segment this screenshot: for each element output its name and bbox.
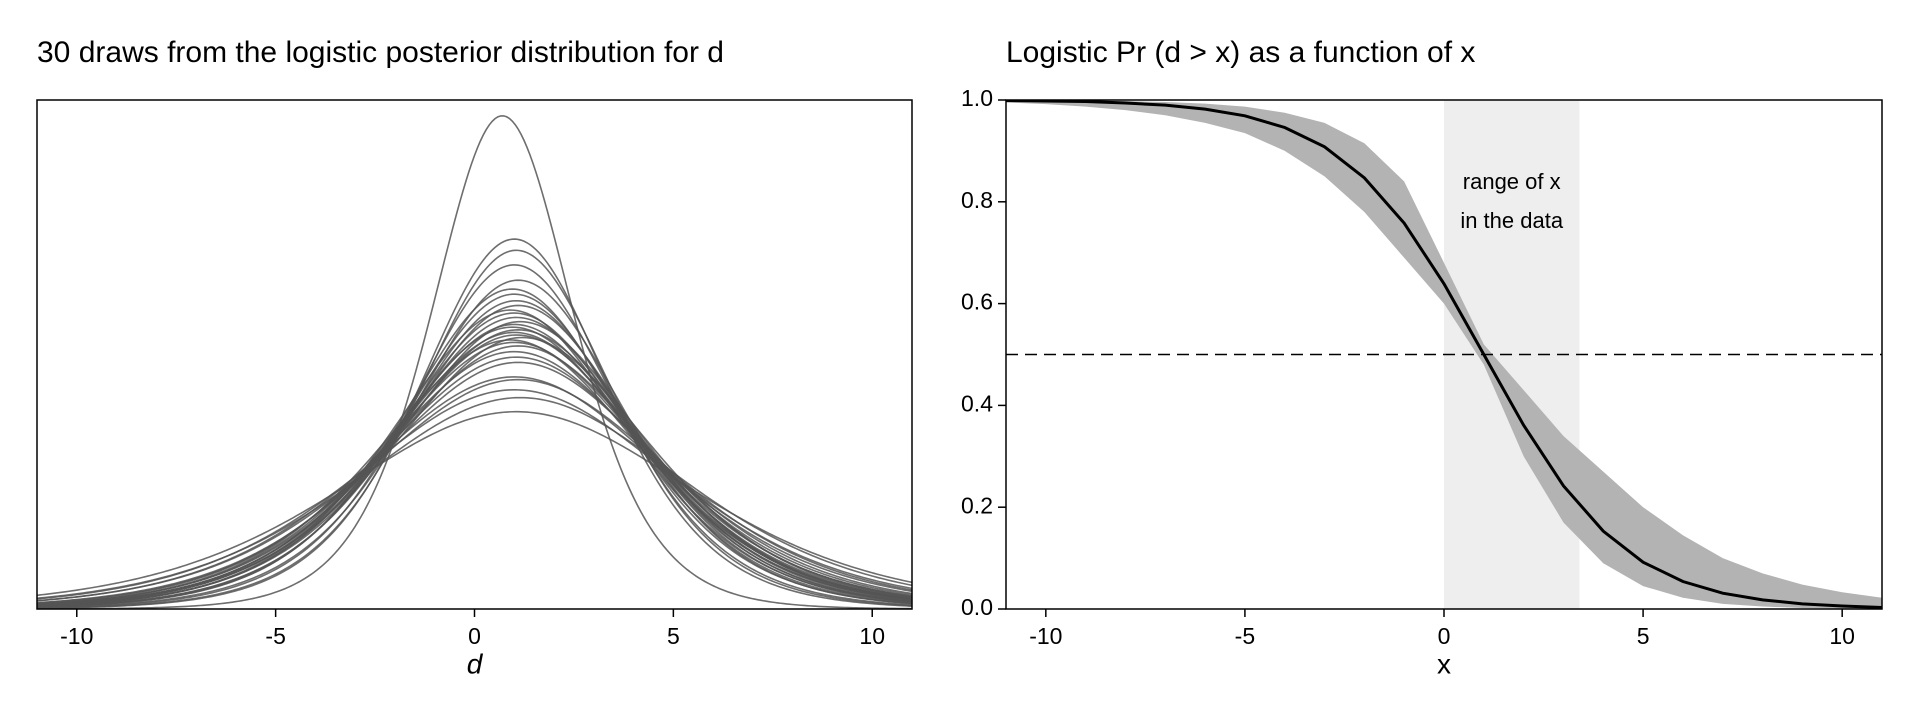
y-tick-label: 0.4 xyxy=(961,390,993,416)
x-tick-label: -10 xyxy=(60,623,93,649)
density-curve xyxy=(37,115,912,609)
x-tick-label: -10 xyxy=(1029,623,1062,649)
annotation: range of x xyxy=(1463,169,1561,194)
density-curve xyxy=(37,350,912,605)
x-tick-label: -5 xyxy=(1235,623,1255,649)
plot-frame xyxy=(36,99,913,610)
x-tick-label: 5 xyxy=(667,623,680,649)
chart-title: Logistic Pr (d > x) as a function of x xyxy=(1006,36,1475,69)
density-curve xyxy=(37,264,912,609)
density-curve xyxy=(37,339,912,606)
layers xyxy=(1006,100,1882,609)
x-tick-label: -5 xyxy=(265,623,285,649)
x-tick-label: 0 xyxy=(468,623,481,649)
x-axis-label: x xyxy=(1437,648,1451,679)
x-axis-label: d xyxy=(467,648,484,679)
density-curve xyxy=(37,396,912,600)
y-tick-label: 0.0 xyxy=(961,594,993,620)
mean-line xyxy=(1006,100,1882,609)
y-tick-label: 0.6 xyxy=(961,289,993,315)
x-tick-label: 10 xyxy=(859,623,885,649)
density-curve xyxy=(37,249,912,609)
x-tick-label: 0 xyxy=(1438,623,1451,649)
y-tick-label: 0.8 xyxy=(961,187,993,213)
density-curve xyxy=(37,410,912,597)
curves xyxy=(37,115,912,609)
y-tick-label: 0.2 xyxy=(961,492,993,518)
chart-title: 30 draws from the logistic posterior dis… xyxy=(37,36,724,69)
x-tick-label: 10 xyxy=(1829,623,1855,649)
y-tick-label: 1.0 xyxy=(961,85,993,111)
annotation: in the data xyxy=(1460,208,1564,233)
density-curve xyxy=(37,361,912,604)
x-tick-label: 5 xyxy=(1637,623,1650,649)
